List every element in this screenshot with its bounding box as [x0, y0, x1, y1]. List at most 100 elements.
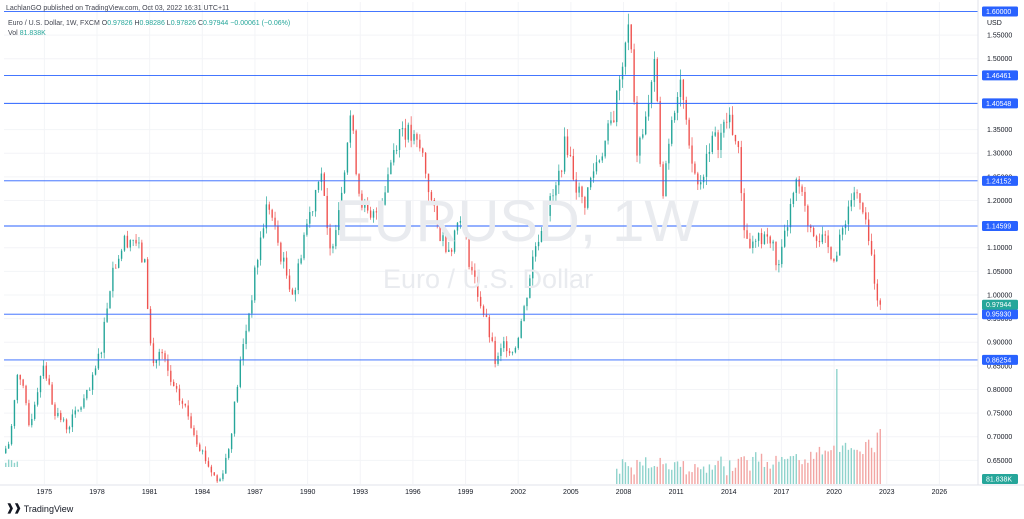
candle-body [173, 381, 175, 387]
candle-body [13, 400, 16, 427]
candle-body [369, 210, 372, 218]
candle-body [723, 121, 725, 133]
volume-bar [795, 454, 797, 484]
candle-body [647, 103, 650, 117]
candle-body [621, 66, 624, 80]
candle-body [488, 317, 491, 338]
time-tick-label: 1981 [142, 489, 158, 496]
volume-bar [717, 460, 719, 484]
candle-body [375, 211, 378, 213]
candle-body [685, 100, 687, 120]
candle-body [288, 275, 291, 290]
time-axis[interactable]: 1975 1978 1981 1984 1987 1990 1993 1996 1999 2002… [37, 489, 948, 496]
candle-body [378, 212, 380, 214]
volume-bar [847, 449, 850, 484]
candle-body [543, 224, 546, 231]
candle-body [760, 233, 763, 245]
candle-body [630, 24, 632, 50]
candle-body [239, 359, 242, 387]
candle-body [317, 181, 320, 190]
horizontal-levels[interactable] [4, 11, 978, 361]
candle-body [581, 186, 583, 197]
volume-bar [743, 456, 745, 484]
level-price-text: 1.14599 [986, 223, 1011, 230]
brand-name: TradingView [23, 503, 74, 514]
price-axis[interactable]: 1.550001.500001.350001.300001.250001.200… [987, 33, 1012, 465]
candle-body [859, 193, 861, 203]
candle-body [477, 276, 479, 297]
candle-body [636, 101, 638, 156]
candle-body [303, 234, 305, 259]
watermark-name: Euro / U.S. Dollar [383, 264, 594, 294]
candle-body [613, 120, 615, 123]
volume-bar [673, 462, 676, 484]
candle-body [280, 242, 282, 262]
candle-body [639, 137, 641, 156]
candle-body [795, 179, 797, 193]
candle-body [204, 450, 207, 462]
candle-body [853, 192, 855, 201]
time-tick-label: 2014 [721, 489, 737, 496]
volume-bar [818, 446, 821, 484]
volume-bar [870, 447, 873, 484]
volume-bar [859, 451, 861, 484]
price-tick-label: 0.65000 [987, 458, 1012, 465]
time-tick-label: 2026 [932, 489, 948, 496]
volume-bar [841, 445, 844, 484]
tradingview-logo[interactable]: ❱❱ TradingView [6, 503, 73, 514]
time-tick-label: 2023 [879, 489, 895, 496]
candle-body [708, 151, 711, 154]
candle-body [815, 236, 818, 241]
candle-body [268, 204, 270, 210]
candle-body [624, 42, 627, 67]
candle-body [201, 450, 204, 452]
candle-body [503, 341, 505, 349]
candle-body [737, 141, 740, 148]
level-price-text: 0.86254 [986, 357, 1011, 364]
price-tick-label: 1.30000 [987, 151, 1012, 158]
time-tick-label: 1990 [300, 489, 316, 496]
time-tick-label: 2008 [616, 489, 632, 496]
candle-body [74, 410, 76, 415]
level-price-text: 0.95930 [986, 312, 1011, 319]
candle-body [146, 259, 149, 309]
level-price-tag [982, 6, 1018, 17]
volume-bar [827, 451, 829, 484]
time-tick-label: 1984 [195, 489, 211, 496]
candle-body [468, 234, 470, 267]
change-value: −0.00061 (−0.06%) [230, 20, 291, 27]
candle-body [45, 365, 47, 379]
candle-body [283, 257, 285, 262]
candle-body [558, 170, 560, 186]
candle-body [726, 121, 728, 123]
volume-bar [731, 470, 734, 484]
candle-body [314, 189, 317, 212]
time-tick-label: 2020 [826, 489, 842, 496]
volume-bar [839, 451, 841, 484]
candle-body [207, 461, 210, 467]
candle-body [262, 228, 265, 238]
level-price-text: 1.46461 [986, 73, 1011, 80]
candle-body [627, 24, 630, 43]
level-price-tag [982, 354, 1018, 365]
candle-body [810, 225, 812, 228]
volume-bar [757, 461, 760, 484]
candle-body [141, 242, 143, 263]
candle-body [714, 132, 716, 136]
candle-body [233, 401, 236, 434]
candle-body [381, 204, 383, 214]
candle-body [338, 210, 340, 231]
candle-body [410, 124, 412, 141]
price-tick-label: 1.20000 [987, 198, 1012, 205]
candle-body [364, 202, 366, 208]
price-tick-label: 1.05000 [987, 269, 1012, 276]
candle-body [485, 315, 488, 318]
candle-body [60, 412, 62, 420]
candle-body [465, 220, 467, 235]
candle-body [332, 246, 334, 249]
ohlc-values: O0.97826 H0.98286 L0.97826 C0.97944 [102, 20, 229, 27]
candle-body [51, 384, 53, 405]
candle-body [196, 435, 198, 445]
candle-body [427, 173, 430, 193]
